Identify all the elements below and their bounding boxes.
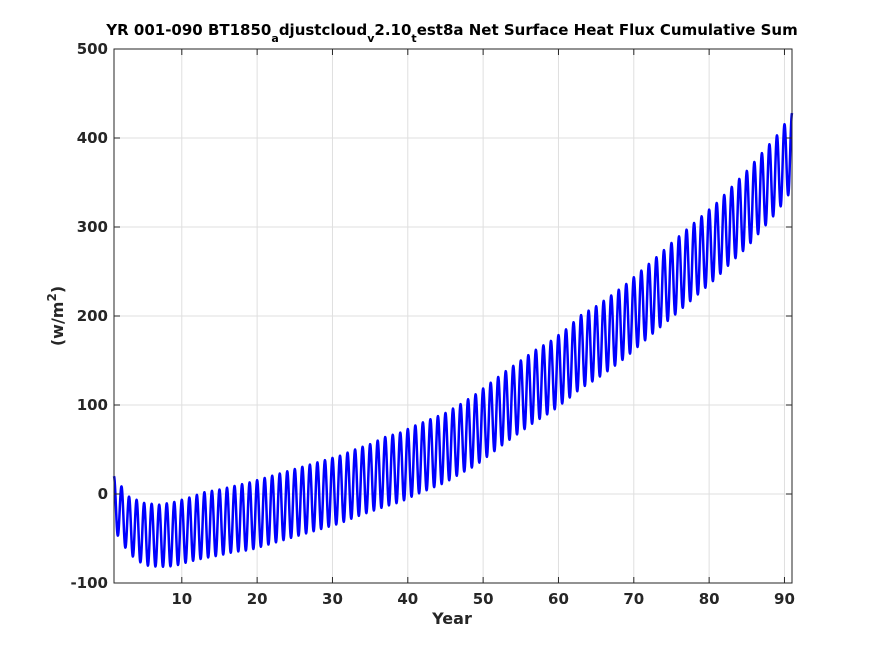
title-segment: est8a Net Surface Heat Flux Cumulative S… xyxy=(417,21,798,39)
chart-title: YR 001-090 BT1850adjustcloudv2.10test8a … xyxy=(105,21,798,45)
x-tick-label: 90 xyxy=(774,590,795,608)
x-axis-label: Year xyxy=(431,609,472,628)
y-tick-label: -100 xyxy=(70,574,108,592)
title-segment: v xyxy=(367,32,375,45)
y-axis-label: (w/m2) xyxy=(45,286,67,346)
title-segment: djustcloud xyxy=(279,21,367,39)
x-tick-label: 10 xyxy=(171,590,192,608)
title-segment: t xyxy=(411,32,416,45)
x-tick-label: 20 xyxy=(247,590,268,608)
ylabel-segment: (w/m xyxy=(48,302,67,347)
y-tick-label: 500 xyxy=(77,40,108,58)
axes xyxy=(113,48,793,584)
x-tick-label: 30 xyxy=(322,590,343,608)
x-tick-label: 80 xyxy=(699,590,720,608)
x-tick-label: 50 xyxy=(473,590,494,608)
y-tick-label: 400 xyxy=(77,129,108,147)
y-tick-label: 100 xyxy=(77,396,108,414)
title-segment: 2.10 xyxy=(374,21,411,39)
title-segment: YR 001-090 BT1850 xyxy=(105,21,271,39)
tick-labels: 10 20 30 40 50 60 70 80 90 -100 0 100 200 300 400 500 xyxy=(70,40,794,608)
series-line xyxy=(112,112,794,569)
y-tick-label: 300 xyxy=(77,218,108,236)
x-tick-label: 40 xyxy=(397,590,418,608)
x-tick-label: 60 xyxy=(548,590,569,608)
x-tick-label: 70 xyxy=(623,590,644,608)
ylabel-segment: 2 xyxy=(45,293,59,301)
title-segment: a xyxy=(271,32,278,45)
y-tick-label: 0 xyxy=(98,485,108,503)
series-layer xyxy=(112,112,794,569)
ylabel-segment: ) xyxy=(48,286,67,293)
y-tick-label: 200 xyxy=(77,307,108,325)
